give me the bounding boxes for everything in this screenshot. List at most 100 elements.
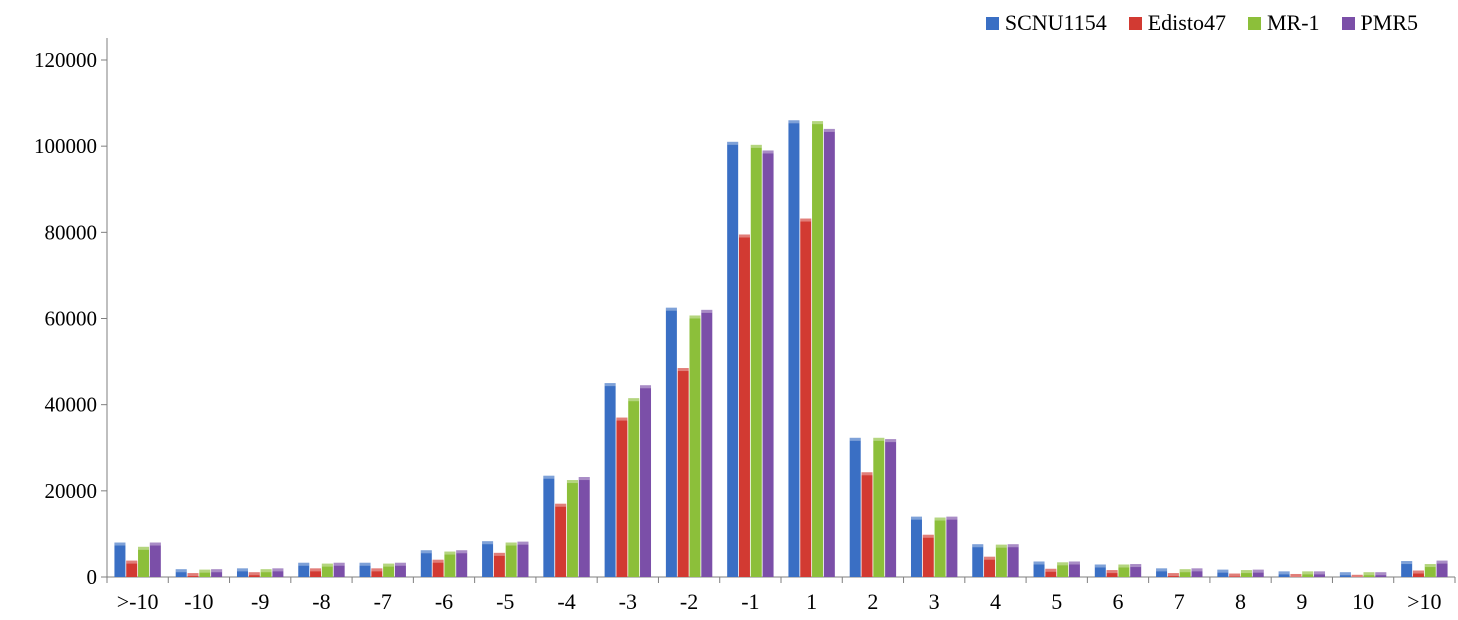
bar-scnu1154-5 bbox=[420, 550, 432, 577]
bar-pmr5-1 bbox=[211, 569, 223, 577]
bar-scnu1154-18 bbox=[1217, 569, 1229, 577]
bar-mr-1-1 bbox=[199, 569, 211, 577]
bar-edisto47-0 bbox=[126, 560, 138, 577]
bar-scnu1154-6 bbox=[482, 541, 494, 577]
x-tick-label: -4 bbox=[557, 589, 575, 614]
bar-cap bbox=[1179, 569, 1191, 573]
bar-scnu1154-2 bbox=[236, 568, 248, 577]
x-tick-label: 3 bbox=[929, 589, 940, 614]
bar-edisto47-1 bbox=[187, 573, 199, 577]
bar-cap bbox=[1363, 572, 1375, 576]
bar-edisto47-4 bbox=[371, 568, 383, 577]
bar-cap bbox=[432, 559, 444, 563]
bar-scnu1154-7 bbox=[543, 475, 555, 577]
bar-cap bbox=[762, 150, 774, 154]
bar-cap bbox=[984, 556, 996, 560]
legend-label: MR-1 bbox=[1266, 10, 1320, 35]
bar-pmr5-20 bbox=[1375, 572, 1387, 577]
bar-cap bbox=[578, 477, 590, 481]
bar-cap bbox=[420, 550, 432, 554]
bar-pmr5-9 bbox=[701, 309, 713, 577]
bar-cap bbox=[616, 417, 628, 421]
legend-item-edisto47: Edisto47 bbox=[1128, 10, 1226, 36]
bar-scnu1154-12 bbox=[849, 437, 861, 577]
bar-scnu1154-10 bbox=[727, 141, 739, 577]
bar-cap bbox=[861, 472, 873, 476]
bar-edisto47-14 bbox=[984, 556, 996, 577]
bar-cap bbox=[260, 569, 272, 573]
bar-scnu1154-4 bbox=[359, 562, 371, 577]
bar-cap bbox=[517, 541, 529, 545]
x-tick-label: 10 bbox=[1352, 589, 1374, 614]
x-tick-label: 4 bbox=[990, 589, 1001, 614]
bar-edisto47-7 bbox=[555, 503, 567, 577]
bar-mr-1-6 bbox=[505, 542, 517, 577]
bar-pmr5-19 bbox=[1314, 571, 1326, 577]
bar-cap bbox=[1094, 564, 1106, 568]
bar-pmr5-6 bbox=[517, 541, 529, 577]
bar-scnu1154-11 bbox=[788, 120, 800, 578]
bar-cap bbox=[701, 309, 713, 313]
bar-cap bbox=[910, 516, 922, 520]
bar-mr-1-12 bbox=[873, 437, 885, 577]
bar-cap bbox=[1339, 572, 1351, 576]
bar-cap bbox=[383, 563, 395, 567]
bar-scnu1154-21 bbox=[1401, 561, 1413, 577]
legend-swatch bbox=[985, 16, 999, 30]
bar-pmr5-3 bbox=[333, 562, 345, 577]
bar-scnu1154-9 bbox=[665, 307, 677, 577]
bar-edisto47-18 bbox=[1229, 573, 1241, 577]
bar-cap bbox=[823, 128, 835, 132]
x-tick-label: -1 bbox=[741, 589, 759, 614]
bar-cap bbox=[248, 572, 260, 576]
bar-mr-1-7 bbox=[566, 480, 578, 577]
bar-edisto47-3 bbox=[310, 568, 322, 577]
bar-edisto47-16 bbox=[1106, 570, 1118, 577]
bar-cap bbox=[1007, 544, 1019, 548]
bar-cap bbox=[1314, 571, 1326, 575]
bar-cap bbox=[1351, 574, 1363, 577]
bar-mr-1-16 bbox=[1118, 564, 1130, 577]
bar-cap bbox=[1302, 571, 1314, 575]
bar-edisto47-11 bbox=[800, 218, 812, 577]
bar-cap bbox=[934, 517, 946, 521]
x-tick-label: 2 bbox=[867, 589, 878, 614]
bar-edisto47-21 bbox=[1412, 570, 1424, 577]
bar-cap bbox=[1217, 569, 1229, 573]
bar-scnu1154-13 bbox=[910, 516, 922, 577]
y-tick-label: 80000 bbox=[45, 220, 98, 244]
bar-cap bbox=[604, 383, 616, 387]
bar-scnu1154-8 bbox=[604, 383, 616, 577]
bar-cap bbox=[333, 562, 345, 566]
y-tick-label: 40000 bbox=[45, 393, 98, 417]
bar-cap bbox=[727, 141, 739, 145]
bar-cap bbox=[1229, 573, 1241, 577]
bar-pmr5-13 bbox=[946, 516, 958, 577]
bar-pmr5-12 bbox=[885, 439, 897, 577]
bar-cap bbox=[1167, 573, 1179, 577]
bar-cap bbox=[628, 398, 640, 402]
bar-pmr5-21 bbox=[1436, 560, 1448, 577]
y-tick-label: 120000 bbox=[34, 48, 97, 72]
x-tick-label: 5 bbox=[1051, 589, 1062, 614]
bar-edisto47-10 bbox=[738, 234, 750, 578]
bar-cap bbox=[885, 439, 897, 443]
bar-cap bbox=[114, 542, 126, 546]
bar-cap bbox=[359, 562, 371, 566]
bar-cap bbox=[946, 516, 958, 520]
bar-cap bbox=[505, 542, 517, 546]
x-tick-label: 7 bbox=[1174, 589, 1185, 614]
bar-cap bbox=[640, 385, 652, 389]
bar-cap bbox=[995, 544, 1007, 548]
bar-cap bbox=[1375, 572, 1387, 576]
bar-scnu1154-20 bbox=[1339, 572, 1351, 577]
legend: SCNU1154 Edisto47 MR-1 PMR5 bbox=[985, 10, 1418, 36]
legend-item-mr-1: MR-1 bbox=[1247, 10, 1320, 36]
bar-cap bbox=[543, 475, 555, 479]
bar-cap bbox=[1118, 564, 1130, 568]
bar-pmr5-17 bbox=[1191, 568, 1203, 577]
bar-pmr5-7 bbox=[578, 477, 590, 577]
bar-cap bbox=[677, 368, 689, 372]
bar-cap bbox=[321, 563, 333, 567]
bar-mr-1-0 bbox=[138, 546, 150, 577]
